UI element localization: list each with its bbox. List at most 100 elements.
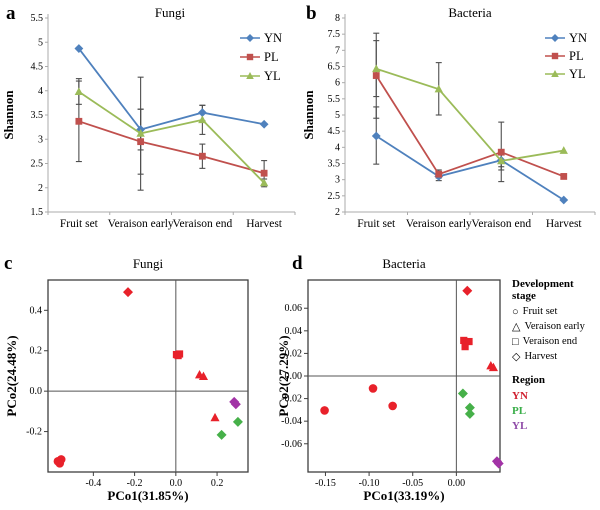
panel-d-plot: -0.15 -0.10 -0.05 0.00 0.06 0.04 0.02 0.00 -0.02… (281, 279, 504, 489)
svg-text:5.5: 5.5 (328, 94, 341, 105)
series-YN (371, 131, 569, 205)
svg-text:0.04: 0.04 (285, 326, 303, 337)
panel-a-plot: 1.5 2 2.5 3 3.5 4 4.5 5 5.5 Fruit set Veraison ear… (31, 13, 296, 230)
panel-b-y-axis-label: Shannon (301, 90, 316, 140)
svg-text:8: 8 (335, 13, 340, 24)
legend-region-item: YL (512, 420, 528, 432)
svg-text:2.5: 2.5 (328, 191, 341, 202)
point-YN-circle (55, 459, 65, 468)
legend-stage-list: ○ Fruit set △ Veraison early □ Veraison end ◇ H… (512, 305, 600, 364)
panel-a-title: Fungi (154, 5, 186, 20)
svg-text:6: 6 (335, 78, 340, 89)
triangle-shape-icon: △ (512, 320, 521, 333)
svg-text:7.5: 7.5 (328, 29, 341, 40)
point-YN-triangle (198, 371, 209, 381)
svg-text:YL: YL (264, 69, 281, 83)
svg-text:-0.02: -0.02 (281, 394, 302, 405)
svg-text:Harvest: Harvest (546, 218, 583, 230)
series-YL (372, 64, 568, 165)
svg-text:YN: YN (264, 31, 282, 45)
svg-text:5: 5 (335, 110, 340, 121)
svg-text:3: 3 (38, 134, 43, 145)
legend-stage-label: Veraison early (524, 321, 585, 332)
svg-text:0.2: 0.2 (211, 478, 224, 489)
panel-c-title: Fungi (132, 256, 164, 271)
svg-text:0.2: 0.2 (30, 346, 43, 357)
series-PL (372, 72, 568, 180)
point-YL-diamond (230, 399, 241, 410)
point-YN-triangle (488, 362, 499, 372)
svg-text:2.5: 2.5 (31, 159, 44, 170)
panel-c-letter: c (4, 253, 13, 274)
svg-text:5: 5 (38, 37, 43, 48)
panel-c-plot: -0.4 -0.2 0.0 0.2 0.4 0.2 0.0 -0.2 (26, 279, 249, 489)
svg-text:3.5: 3.5 (31, 110, 44, 121)
svg-text:0.06: 0.06 (285, 303, 303, 314)
panel-d-x-axis-label: PCo1(33.19%) (363, 488, 445, 503)
point-YN-square (174, 351, 182, 360)
svg-text:-0.05: -0.05 (402, 478, 423, 489)
point-YN-square (465, 337, 473, 346)
point-YN-circle (368, 384, 378, 393)
point-YN-diamond (462, 285, 473, 296)
svg-text:Veraison end: Veraison end (471, 218, 531, 230)
panel-c-y-axis-label: PCo2(24.48%) (4, 335, 19, 417)
svg-text:5.5: 5.5 (31, 13, 44, 24)
panel-a-y-axis-label: Shannon (1, 90, 16, 140)
svg-text:-0.4: -0.4 (85, 478, 101, 489)
svg-text:PL: PL (569, 49, 584, 63)
svg-text:4: 4 (335, 142, 340, 153)
series-YL (74, 87, 269, 187)
panel-b-letter: b (306, 3, 317, 24)
svg-text:-0.10: -0.10 (359, 478, 380, 489)
circle-shape-icon: ○ (512, 305, 519, 318)
svg-text:0.00: 0.00 (285, 371, 303, 382)
legend-stage-item: ○ Fruit set (512, 305, 600, 319)
svg-text:0.00: 0.00 (448, 478, 466, 489)
svg-text:0.0: 0.0 (30, 386, 43, 397)
svg-text:4.5: 4.5 (328, 126, 341, 137)
svg-text:-0.2: -0.2 (127, 478, 143, 489)
legend-stage-item: ◇ Harvest (512, 350, 600, 364)
legend-stage-item: △ Veraison early (512, 320, 600, 334)
point-YL-diamond (493, 458, 504, 469)
point-YN-square (460, 336, 468, 345)
panel-d-title: Bacteria (382, 256, 426, 271)
point-YN-circle (388, 401, 397, 411)
svg-text:4: 4 (38, 86, 43, 97)
svg-text:1.5: 1.5 (31, 207, 44, 218)
svg-text:6.5: 6.5 (328, 62, 341, 73)
point-YN-circle (320, 406, 329, 415)
point-PL-diamond (464, 408, 475, 419)
point-PL-diamond (464, 402, 475, 413)
svg-text:0.02: 0.02 (285, 348, 303, 359)
scatter-legend: Development stage ○ Fruit set △ Veraison ea… (512, 278, 600, 434)
svg-text:Veraison early: Veraison early (406, 218, 472, 230)
panel-b-title: Bacteria (448, 5, 492, 20)
svg-text:0.4: 0.4 (30, 305, 43, 316)
svg-text:-0.04: -0.04 (281, 416, 302, 427)
svg-text:YL: YL (569, 67, 586, 81)
legend-stage-label: Veraison end (522, 336, 578, 347)
point-YN-square (461, 343, 469, 351)
legend-stage-label: Harvest (524, 351, 558, 362)
diamond-shape-icon: ◇ (512, 350, 521, 363)
svg-text:3.5: 3.5 (328, 159, 341, 170)
series-PL (75, 117, 268, 177)
svg-text:3: 3 (335, 175, 340, 186)
legend-stage-label: Fruit set (522, 306, 558, 317)
legend-region-list: YN PL YL (512, 389, 600, 433)
point-PL-diamond (216, 429, 227, 440)
panel-c-x-axis-label: PCo1(31.85%) (107, 488, 189, 503)
panel-d-y-axis-label: PCo2(27.29%) (276, 335, 291, 417)
svg-text:Veraison end: Veraison end (173, 218, 233, 230)
svg-text:4.5: 4.5 (31, 62, 44, 73)
svg-text:Fruit set: Fruit set (357, 218, 396, 230)
series-YN (74, 44, 269, 134)
panel-b-series-legend: YN PL YL (545, 31, 587, 81)
legend-region-item: PL (512, 405, 527, 417)
panel-a-series-legend: YN PL YL (240, 31, 282, 83)
point-PL-diamond (232, 416, 243, 427)
